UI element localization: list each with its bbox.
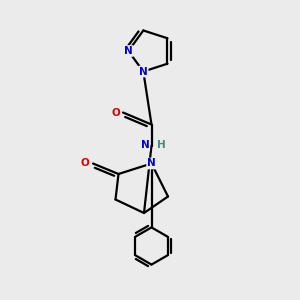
- Text: N: N: [124, 46, 133, 56]
- Text: N: N: [139, 67, 148, 76]
- Text: O: O: [111, 107, 120, 118]
- Text: H: H: [157, 140, 166, 151]
- Text: O: O: [81, 158, 89, 169]
- Text: N: N: [147, 158, 156, 169]
- Text: N: N: [140, 140, 149, 151]
